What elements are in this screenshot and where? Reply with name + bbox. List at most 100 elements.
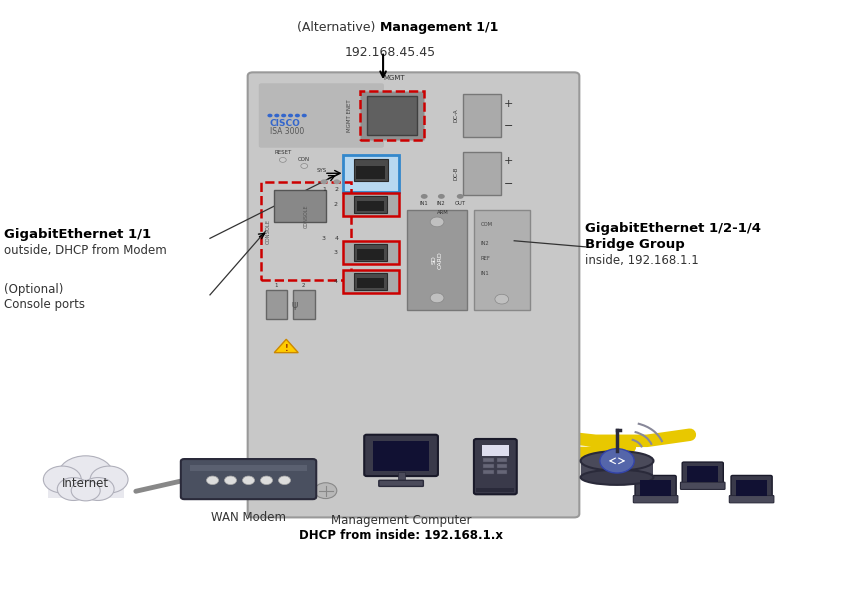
Text: !: ! bbox=[285, 344, 288, 353]
Text: outside, DHCP from Modem: outside, DHCP from Modem bbox=[4, 244, 167, 257]
Text: 2: 2 bbox=[335, 187, 339, 192]
Circle shape bbox=[90, 466, 128, 493]
Text: GigabitEthernet 1/2-1/4: GigabitEthernet 1/2-1/4 bbox=[585, 222, 761, 235]
Bar bbox=[398, 472, 405, 482]
Text: 1: 1 bbox=[274, 283, 279, 288]
Bar bbox=[474, 210, 530, 310]
Text: Management Computer: Management Computer bbox=[331, 514, 471, 527]
Circle shape bbox=[279, 476, 291, 485]
Bar bbox=[497, 458, 507, 462]
Text: OUT: OUT bbox=[455, 201, 465, 206]
Circle shape bbox=[315, 483, 337, 499]
Bar bbox=[266, 290, 287, 319]
FancyBboxPatch shape bbox=[343, 193, 399, 216]
Circle shape bbox=[81, 477, 114, 500]
Circle shape bbox=[295, 114, 300, 117]
Circle shape bbox=[301, 164, 308, 168]
Text: 1: 1 bbox=[322, 187, 326, 192]
Text: (Alternative): (Alternative) bbox=[297, 21, 380, 34]
Circle shape bbox=[261, 476, 273, 485]
Text: REF: REF bbox=[481, 256, 491, 261]
FancyBboxPatch shape bbox=[474, 439, 517, 494]
Text: 2: 2 bbox=[334, 202, 338, 207]
Circle shape bbox=[438, 194, 445, 199]
FancyBboxPatch shape bbox=[357, 249, 384, 260]
Circle shape bbox=[243, 476, 255, 485]
Text: 4: 4 bbox=[335, 236, 339, 241]
Ellipse shape bbox=[580, 451, 654, 471]
FancyBboxPatch shape bbox=[181, 459, 316, 499]
Text: DHCP from inside: 192.168.1.x: DHCP from inside: 192.168.1.x bbox=[299, 529, 503, 542]
Circle shape bbox=[71, 480, 100, 501]
Bar bbox=[293, 290, 315, 319]
Text: MGMT: MGMT bbox=[383, 75, 405, 81]
Bar bbox=[483, 470, 494, 474]
Text: ARM: ARM bbox=[437, 210, 449, 215]
FancyBboxPatch shape bbox=[274, 190, 326, 222]
Circle shape bbox=[302, 114, 307, 117]
Bar bbox=[687, 466, 718, 482]
FancyBboxPatch shape bbox=[463, 152, 501, 195]
Text: Internet: Internet bbox=[63, 477, 109, 490]
Text: IN1: IN1 bbox=[481, 271, 489, 276]
Circle shape bbox=[281, 114, 286, 117]
Bar bbox=[483, 458, 494, 462]
Text: IN2: IN2 bbox=[437, 201, 446, 206]
Text: inside, 192.168.1.1: inside, 192.168.1.1 bbox=[585, 254, 699, 267]
Text: RESET: RESET bbox=[274, 150, 291, 154]
FancyBboxPatch shape bbox=[259, 83, 384, 148]
Bar bbox=[482, 445, 509, 456]
Circle shape bbox=[267, 114, 273, 117]
FancyBboxPatch shape bbox=[729, 496, 774, 503]
FancyBboxPatch shape bbox=[680, 482, 725, 489]
Circle shape bbox=[44, 466, 81, 493]
Circle shape bbox=[274, 114, 279, 117]
Circle shape bbox=[457, 194, 464, 199]
Text: DC-A: DC-A bbox=[453, 109, 458, 122]
Ellipse shape bbox=[580, 469, 654, 485]
Text: 3: 3 bbox=[334, 250, 338, 255]
Text: IN1: IN1 bbox=[420, 201, 428, 206]
Circle shape bbox=[430, 293, 444, 303]
Bar bbox=[736, 480, 767, 496]
FancyBboxPatch shape bbox=[463, 94, 501, 137]
Bar bbox=[407, 210, 467, 310]
Text: COM: COM bbox=[481, 223, 493, 227]
Circle shape bbox=[288, 114, 293, 117]
Circle shape bbox=[600, 449, 634, 473]
Bar bbox=[373, 441, 429, 471]
Text: −: − bbox=[504, 179, 512, 189]
Bar bbox=[190, 465, 307, 471]
Text: IN2: IN2 bbox=[481, 241, 489, 246]
Circle shape bbox=[321, 179, 327, 184]
FancyBboxPatch shape bbox=[633, 496, 678, 503]
FancyBboxPatch shape bbox=[379, 480, 423, 486]
Text: Management 1/1: Management 1/1 bbox=[380, 21, 498, 34]
FancyBboxPatch shape bbox=[354, 273, 387, 290]
Text: +: + bbox=[504, 98, 512, 109]
Bar bbox=[497, 464, 507, 468]
Text: (Optional): (Optional) bbox=[4, 283, 63, 295]
Text: CISCO: CISCO bbox=[270, 119, 301, 128]
Text: SYS: SYS bbox=[316, 168, 327, 173]
FancyBboxPatch shape bbox=[248, 72, 579, 517]
Text: DC-B: DC-B bbox=[453, 167, 458, 180]
FancyBboxPatch shape bbox=[364, 435, 438, 476]
Bar bbox=[48, 488, 123, 499]
FancyBboxPatch shape bbox=[354, 196, 387, 213]
Bar bbox=[483, 464, 494, 468]
Text: SD
CARD: SD CARD bbox=[432, 251, 442, 269]
Text: ψ: ψ bbox=[291, 300, 297, 309]
FancyBboxPatch shape bbox=[635, 475, 676, 499]
FancyBboxPatch shape bbox=[357, 278, 384, 288]
Text: GigabitEthernet 1/1: GigabitEthernet 1/1 bbox=[4, 228, 152, 241]
Text: Bridge Group: Bridge Group bbox=[585, 238, 685, 251]
Bar bbox=[580, 461, 653, 477]
Text: 4: 4 bbox=[334, 279, 338, 284]
FancyBboxPatch shape bbox=[343, 270, 399, 293]
Polygon shape bbox=[274, 339, 298, 353]
Text: 3: 3 bbox=[322, 236, 326, 241]
Text: CONSOLE: CONSOLE bbox=[303, 205, 309, 228]
Circle shape bbox=[430, 217, 444, 227]
Circle shape bbox=[289, 483, 311, 499]
